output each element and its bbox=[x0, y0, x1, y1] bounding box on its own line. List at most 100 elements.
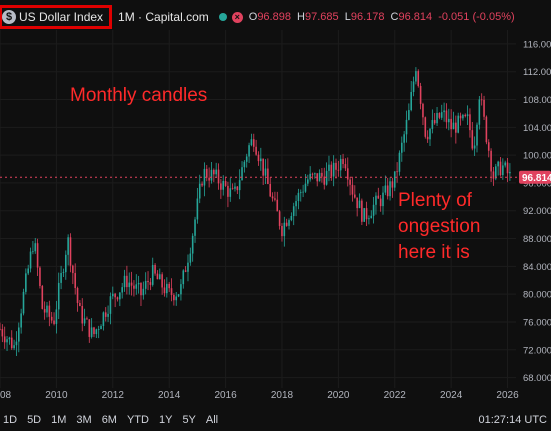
candle-body bbox=[227, 185, 229, 197]
candle-body bbox=[408, 110, 410, 120]
candle-body bbox=[215, 169, 217, 175]
symbol-name[interactable]: US Dollar Index bbox=[19, 10, 104, 24]
x-tick-label: 2008 bbox=[0, 390, 12, 401]
range-button-5y[interactable]: 5Y bbox=[182, 414, 196, 426]
candle-body bbox=[203, 168, 206, 186]
candle-body bbox=[415, 71, 417, 82]
candle-body bbox=[93, 327, 95, 335]
candle-body bbox=[154, 265, 156, 274]
candle-body bbox=[198, 183, 201, 199]
candle-body bbox=[464, 114, 467, 117]
candle-body bbox=[137, 282, 140, 285]
utc-clock: 01:27:14 UTC bbox=[478, 414, 547, 426]
candle-body bbox=[182, 270, 185, 285]
candle-body bbox=[504, 162, 506, 166]
candle-body bbox=[1, 329, 4, 337]
candle-body bbox=[187, 262, 189, 272]
candle-body bbox=[90, 327, 93, 337]
candlestick-chart[interactable]: 68.000 72.000 76.000 80.000 84.000 88.000 92.0… bbox=[0, 0, 551, 409]
range-button-ytd[interactable]: YTD bbox=[126, 414, 149, 426]
candle-body bbox=[76, 287, 79, 303]
candle-body bbox=[255, 146, 257, 155]
candle-body bbox=[252, 139, 255, 147]
candle-body bbox=[97, 329, 100, 330]
candle-body bbox=[13, 345, 15, 349]
candle-body bbox=[455, 122, 457, 133]
candle-body bbox=[299, 192, 302, 194]
candle-body bbox=[135, 284, 138, 289]
range-toolbar: 1D 5D 1M 3M 6M YTD 1Y 5Y All 01:27:14 UT… bbox=[0, 409, 551, 431]
ohlc-values: O96.898 H97.685 L96.178 C96.814 -0.051 (… bbox=[249, 11, 515, 23]
candle-body bbox=[100, 326, 102, 330]
candle-body bbox=[447, 118, 450, 123]
candle-body bbox=[332, 162, 335, 177]
candle-body bbox=[316, 173, 319, 182]
candle-body bbox=[149, 282, 152, 285]
last-price-tag: 96.814 bbox=[519, 170, 551, 184]
candle-body bbox=[142, 288, 145, 296]
candle-body bbox=[483, 99, 485, 117]
candle-body bbox=[260, 158, 262, 162]
candle-body bbox=[238, 180, 241, 191]
candle-body bbox=[46, 305, 48, 313]
candle-body bbox=[346, 168, 349, 180]
candle-body bbox=[370, 215, 373, 219]
candle-body bbox=[358, 200, 361, 209]
candle-body bbox=[20, 313, 22, 328]
timeframe-source[interactable]: 1M · Capital.com bbox=[118, 10, 209, 24]
candle-body bbox=[48, 305, 51, 317]
candle-body bbox=[234, 186, 236, 189]
candle-body bbox=[189, 253, 192, 263]
candle-body bbox=[163, 287, 166, 294]
candle-body bbox=[116, 297, 119, 300]
candle-body bbox=[194, 219, 196, 236]
y-tick-label: 104.000 bbox=[523, 123, 551, 134]
range-button-3m[interactable]: 3M bbox=[76, 414, 92, 426]
candle-body bbox=[8, 337, 11, 340]
candle-body bbox=[349, 179, 351, 185]
range-button-5d[interactable]: 5D bbox=[27, 414, 42, 426]
candle-body bbox=[412, 81, 415, 93]
range-button-1m[interactable]: 1M bbox=[51, 414, 67, 426]
candle-body bbox=[32, 251, 34, 253]
candle-body bbox=[398, 152, 401, 172]
candle-body bbox=[321, 172, 323, 177]
candle-body bbox=[445, 110, 448, 123]
range-button-6m[interactable]: 6M bbox=[101, 414, 117, 426]
candle-body bbox=[431, 120, 434, 129]
candle-body bbox=[429, 128, 431, 140]
candle-body bbox=[121, 287, 123, 293]
candle-body bbox=[342, 158, 344, 165]
candle-body bbox=[220, 183, 222, 190]
candle-body bbox=[497, 161, 499, 167]
x-tick-label: 2014 bbox=[158, 390, 181, 401]
candle-body bbox=[109, 296, 112, 314]
low-label: L bbox=[344, 11, 351, 23]
candle-body bbox=[271, 196, 274, 199]
candle-body bbox=[459, 115, 462, 119]
candle-body bbox=[57, 282, 60, 310]
candle-body bbox=[248, 145, 250, 157]
x-tick-label: 2022 bbox=[384, 390, 407, 401]
candle-body bbox=[328, 164, 330, 171]
candle-body bbox=[283, 222, 286, 237]
candle-body bbox=[401, 142, 403, 153]
candle-body bbox=[405, 119, 408, 135]
candle-body bbox=[133, 285, 135, 289]
range-button-1d[interactable]: 1D bbox=[3, 414, 18, 426]
y-tick-label: 72.000 bbox=[523, 345, 551, 356]
candle-body bbox=[144, 280, 147, 289]
range-button-1y[interactable]: 1Y bbox=[158, 414, 173, 426]
candle-body bbox=[330, 164, 333, 177]
candle-body bbox=[83, 318, 86, 324]
candle-body bbox=[10, 337, 13, 349]
candle-body bbox=[180, 284, 182, 295]
change-value: -0.051 (-0.05%) bbox=[438, 11, 515, 23]
candle-body bbox=[81, 305, 84, 324]
candle-body bbox=[130, 282, 133, 286]
candle-body bbox=[469, 114, 471, 131]
symbol-highlight-box[interactable]: $ US Dollar Index bbox=[0, 5, 113, 29]
range-button-all[interactable]: All bbox=[205, 414, 219, 426]
candle-body bbox=[391, 181, 394, 188]
close-icon[interactable]: × bbox=[231, 11, 243, 23]
